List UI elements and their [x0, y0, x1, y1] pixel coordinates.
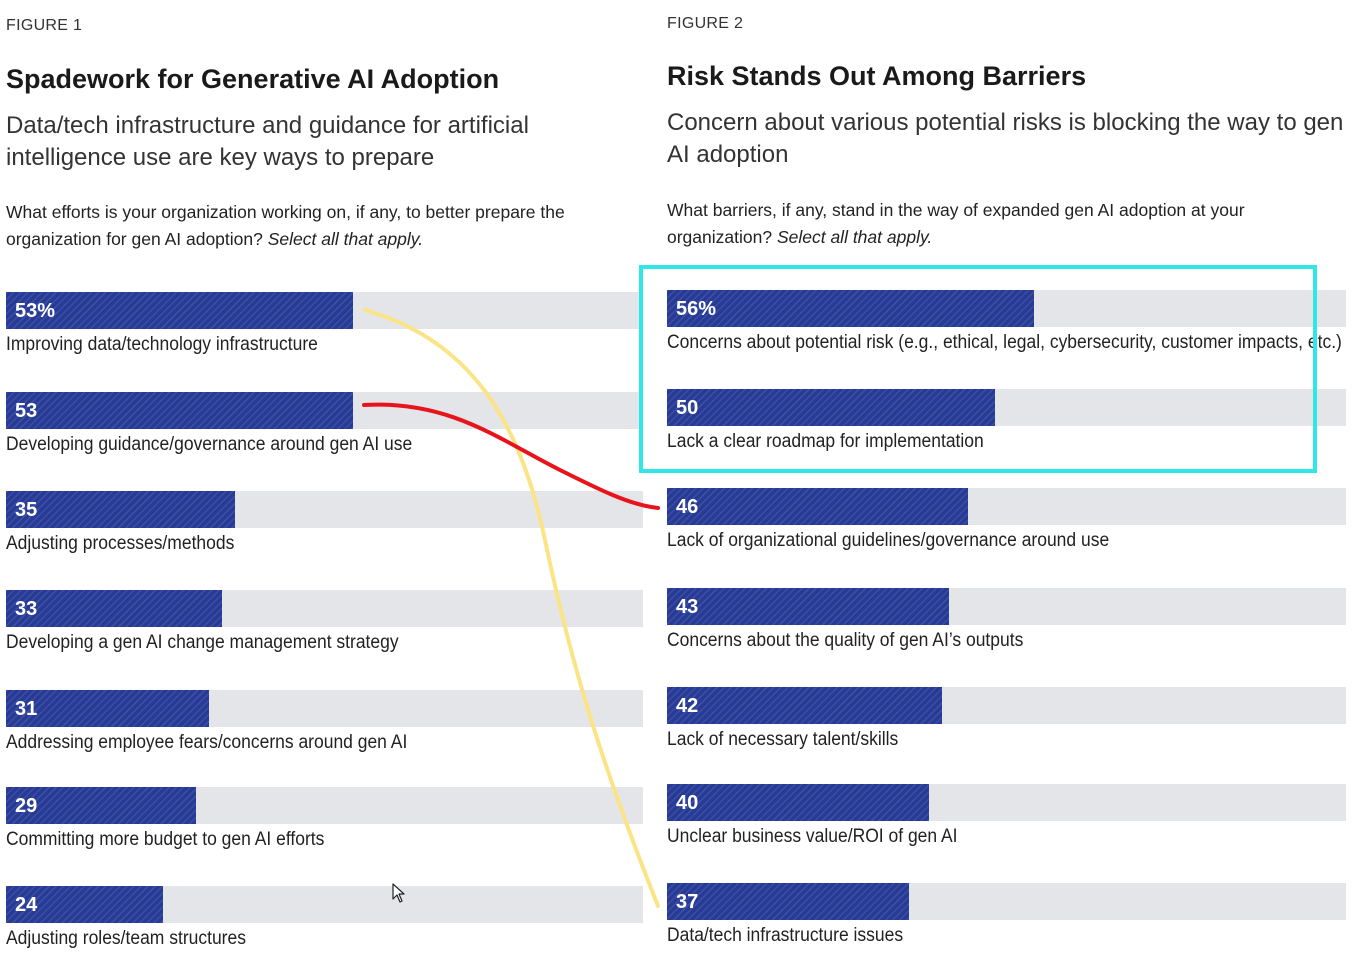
- figure-2-question-text: What barriers, if any, stand in the way …: [667, 200, 1245, 247]
- bar-value-label: 43: [676, 596, 699, 618]
- bar-category-label: Committing more budget to gen AI efforts: [6, 829, 325, 850]
- bar-category-label: Adjusting processes/methods: [6, 533, 235, 554]
- bar-category-label: Lack of organizational guidelines/govern…: [667, 530, 1110, 551]
- bar-value-label: 53%: [15, 300, 56, 322]
- bar: 33: [6, 590, 222, 627]
- bar-category-label: Developing guidance/governance around ge…: [6, 434, 413, 455]
- bar-track: 50: [667, 389, 1346, 426]
- bar-category-label: Lack of necessary talent/skills: [667, 729, 899, 750]
- bar-track: 33: [6, 590, 643, 627]
- bar-category-label: Adjusting roles/team structures: [6, 928, 246, 949]
- bar-category-label: Improving data/technology infrastructure: [6, 334, 318, 355]
- figure-2-question-note: Select all that apply.: [776, 227, 933, 247]
- mouse-pointer-icon: [392, 883, 405, 903]
- bar-track: 24: [6, 886, 643, 923]
- bar-value-label: 35: [15, 499, 38, 521]
- bar-track: 35: [6, 491, 643, 528]
- bar: 29: [6, 787, 196, 824]
- bar-track: 46: [667, 488, 1346, 525]
- bar: 53%: [6, 292, 353, 329]
- bar-value-label: 50: [676, 397, 699, 419]
- bar-track: 43: [667, 588, 1346, 625]
- figure-2-label: FIGURE 2: [667, 15, 744, 32]
- bar-value-label: 46: [676, 496, 699, 518]
- bar-track: 53: [6, 392, 643, 429]
- bar-track: 37: [667, 883, 1346, 920]
- bar-category-label: Unclear business value/ROI of gen AI: [667, 826, 958, 847]
- bar: 46: [667, 488, 968, 525]
- bar: 42: [667, 687, 942, 724]
- bar: 50: [667, 389, 995, 426]
- bar: 56%: [667, 290, 1034, 327]
- bar-value-label: 53: [15, 400, 38, 422]
- bar-category-label: Data/tech infrastructure issues: [667, 925, 904, 946]
- figure-1-question: What efforts is your organization workin…: [6, 199, 646, 253]
- bar: 35: [6, 491, 235, 528]
- figure-2-title: Risk Stands Out Among Barriers: [667, 61, 1087, 91]
- bar: 40: [667, 784, 929, 821]
- bar-value-label: 40: [676, 792, 699, 814]
- bar-value-label: 56%: [676, 298, 717, 320]
- figure-1-question-text: What efforts is your organization workin…: [6, 202, 565, 249]
- bar: 53: [6, 392, 353, 429]
- bar-value-label: 29: [15, 795, 38, 817]
- figure-2: FIGURE 2 Risk Stands Out Among Barriers …: [667, 0, 1347, 963]
- bar-value-label: 33: [15, 598, 38, 620]
- bar-value-label: 24: [15, 894, 38, 916]
- bar-value-label: 37: [676, 891, 699, 913]
- figure-1-subtitle: Data/tech infrastructure and guidance fo…: [6, 112, 529, 171]
- bar-category-label: Addressing employee fears/concerns aroun…: [6, 732, 408, 753]
- bar-track: 40: [667, 784, 1346, 821]
- bar-category-label: Concerns about the quality of gen AI’s o…: [667, 630, 1024, 651]
- bar-category-label: Developing a gen AI change management st…: [6, 632, 399, 653]
- bar-category-label: Concerns about potential risk (e.g., eth…: [667, 332, 1342, 353]
- bar-track: 53%: [6, 292, 643, 329]
- bar-track: 42: [667, 687, 1346, 724]
- figure-1-label: FIGURE 1: [6, 17, 83, 34]
- figure-1-title: Spadework for Generative AI Adoption: [6, 64, 500, 94]
- bar: 24: [6, 886, 163, 923]
- bar: 37: [667, 883, 909, 920]
- figure-1: FIGURE 1 Spadework for Generative AI Ado…: [6, 0, 643, 963]
- bar-track: 29: [6, 787, 643, 824]
- bar-category-label: Lack a clear roadmap for implementation: [667, 431, 984, 452]
- bar-value-label: 31: [15, 698, 38, 720]
- bar-track: 56%: [667, 290, 1346, 327]
- figure-1-question-note: Select all that apply.: [267, 229, 424, 249]
- bar-track: 31: [6, 690, 643, 727]
- bar: 31: [6, 690, 209, 727]
- bar: 43: [667, 588, 949, 625]
- figure-2-question: What barriers, if any, stand in the way …: [667, 197, 1337, 251]
- bar-value-label: 42: [676, 695, 699, 717]
- figure-2-subtitle: Concern about various potential risks is…: [667, 109, 1344, 168]
